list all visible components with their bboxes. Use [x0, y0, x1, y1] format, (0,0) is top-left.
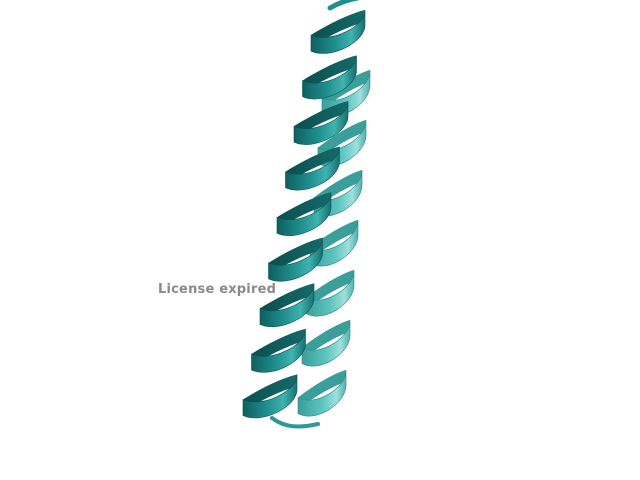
loop-top — [327, 0, 360, 11]
license-expired-watermark: License expired — [158, 282, 277, 297]
helix-turn-front — [259, 283, 315, 328]
helix-turn-back — [306, 270, 354, 310]
helix-turn-back — [298, 370, 346, 410]
helix-turn-front — [293, 101, 349, 145]
helix-turn-back — [322, 70, 370, 110]
loop-connector — [270, 416, 320, 429]
helix-turn-front — [302, 55, 357, 100]
helix-turn-front — [297, 369, 347, 417]
helix-turn-front — [242, 374, 298, 419]
helix-turn-back — [302, 320, 350, 360]
helix-turn-front — [276, 192, 332, 236]
helix-turn-front — [285, 146, 340, 191]
helix-front — [242, 9, 366, 419]
helix-turn-front — [251, 328, 306, 373]
helix-turn-front — [268, 237, 323, 282]
helix-back — [297, 69, 371, 417]
helix-turn-front — [301, 319, 351, 367]
helix-turn-front — [310, 9, 366, 54]
